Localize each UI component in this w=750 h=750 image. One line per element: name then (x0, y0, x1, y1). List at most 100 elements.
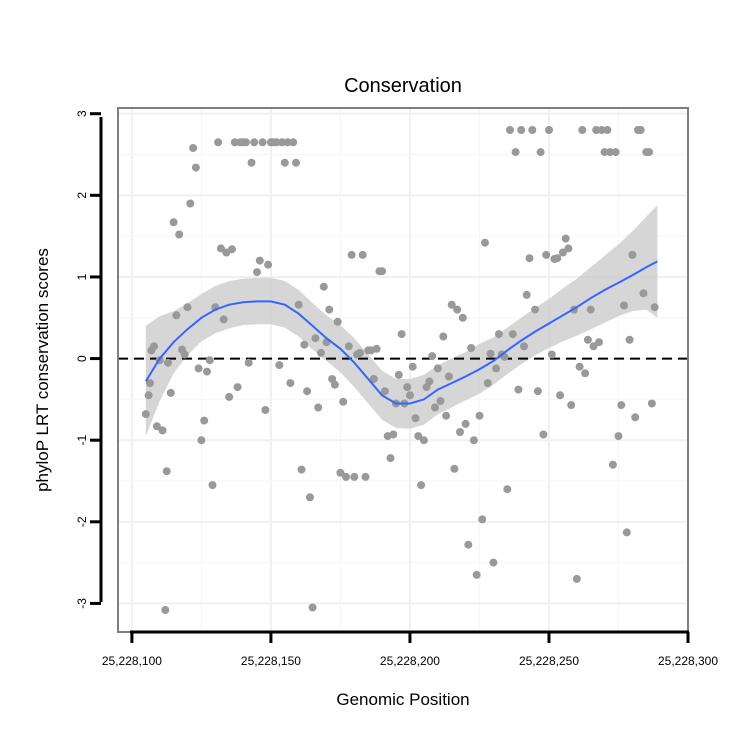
data-point (486, 349, 495, 358)
plot-area (117, 107, 689, 633)
data-point (150, 342, 159, 351)
data-point (386, 454, 395, 463)
data-points (141, 126, 659, 614)
data-point (614, 432, 623, 441)
data-point (583, 335, 592, 344)
x-tick-label: 25,228,150 (241, 654, 301, 668)
data-point (183, 303, 192, 312)
data-point (166, 388, 175, 397)
data-point (453, 305, 462, 314)
y-axis-label: phyloP LRT conservation scores (33, 248, 52, 492)
y-tick-label: -3 (75, 598, 89, 609)
data-point (469, 436, 478, 445)
data-point (589, 342, 598, 351)
data-point (241, 138, 250, 147)
data-point (152, 422, 161, 431)
data-point (531, 305, 540, 314)
data-point (339, 397, 348, 406)
data-point (511, 148, 520, 157)
data-point (636, 126, 645, 134)
data-point (144, 391, 153, 400)
data-point (439, 332, 448, 341)
data-point (617, 401, 626, 410)
data-point (180, 350, 189, 359)
x-tick-label: 25,228,250 (519, 654, 579, 668)
data-point (578, 126, 587, 134)
data-point (567, 401, 576, 410)
data-point (175, 230, 184, 239)
data-point (333, 317, 342, 326)
x-axis: 25,228,100 25,228,150 25,228,200 25,228,250… (102, 630, 718, 668)
data-point (397, 330, 406, 339)
data-point (300, 340, 309, 349)
data-point (625, 335, 634, 344)
data-point (622, 528, 631, 537)
data-point (250, 138, 259, 147)
chart-title: Conservation (344, 75, 462, 97)
data-point (647, 399, 656, 408)
data-point (278, 138, 286, 147)
y-axis: -3 -2 -1 0 1 2 3 (75, 110, 103, 609)
data-point (572, 574, 581, 583)
data-point (517, 126, 526, 134)
data-point (294, 300, 303, 309)
data-point (378, 267, 387, 276)
data-point (522, 290, 531, 299)
data-point (600, 148, 609, 157)
data-point (586, 305, 595, 314)
data-point (389, 430, 398, 439)
data-point (146, 379, 154, 388)
data-point (458, 313, 467, 322)
data-point (319, 282, 328, 291)
data-point (450, 464, 459, 473)
data-point (303, 387, 312, 396)
data-point (216, 244, 225, 253)
data-point (203, 367, 211, 376)
data-point (428, 352, 437, 361)
data-point (525, 254, 534, 263)
data-point (172, 311, 181, 320)
data-point (403, 383, 412, 392)
data-point (308, 603, 317, 612)
data-point (305, 493, 314, 502)
data-point (233, 383, 242, 392)
data-point (433, 364, 442, 373)
data-point (494, 330, 503, 339)
data-point (164, 358, 172, 367)
x-tick-label: 25,228,300 (658, 654, 718, 668)
data-point (611, 148, 620, 157)
data-point (528, 126, 537, 134)
data-point (350, 472, 359, 481)
data-point (597, 126, 606, 134)
data-point (161, 606, 170, 614)
data-point (547, 350, 556, 359)
data-point (258, 138, 267, 147)
data-point (342, 472, 350, 481)
data-point (369, 375, 378, 383)
data-point (205, 356, 214, 365)
data-point (280, 158, 289, 167)
data-point (336, 468, 345, 477)
data-point (283, 138, 292, 147)
data-point (253, 268, 261, 277)
data-point (275, 361, 284, 370)
data-point (592, 126, 601, 134)
data-point (361, 472, 370, 481)
data-point (489, 558, 498, 567)
data-point (264, 260, 273, 269)
data-point (481, 238, 489, 247)
data-point (447, 300, 456, 309)
data-point (208, 481, 217, 490)
data-point (631, 413, 640, 422)
y-tick-label: 2 (75, 192, 89, 199)
data-point (606, 148, 615, 157)
data-point (272, 138, 281, 147)
loess-fit-line (144, 260, 658, 405)
data-point (558, 248, 567, 257)
x-tick-label: 25,228,100 (102, 654, 162, 668)
data-point (244, 358, 253, 367)
data-point (311, 334, 320, 343)
data-point (380, 387, 389, 396)
data-point (297, 465, 306, 474)
data-point (314, 403, 323, 412)
